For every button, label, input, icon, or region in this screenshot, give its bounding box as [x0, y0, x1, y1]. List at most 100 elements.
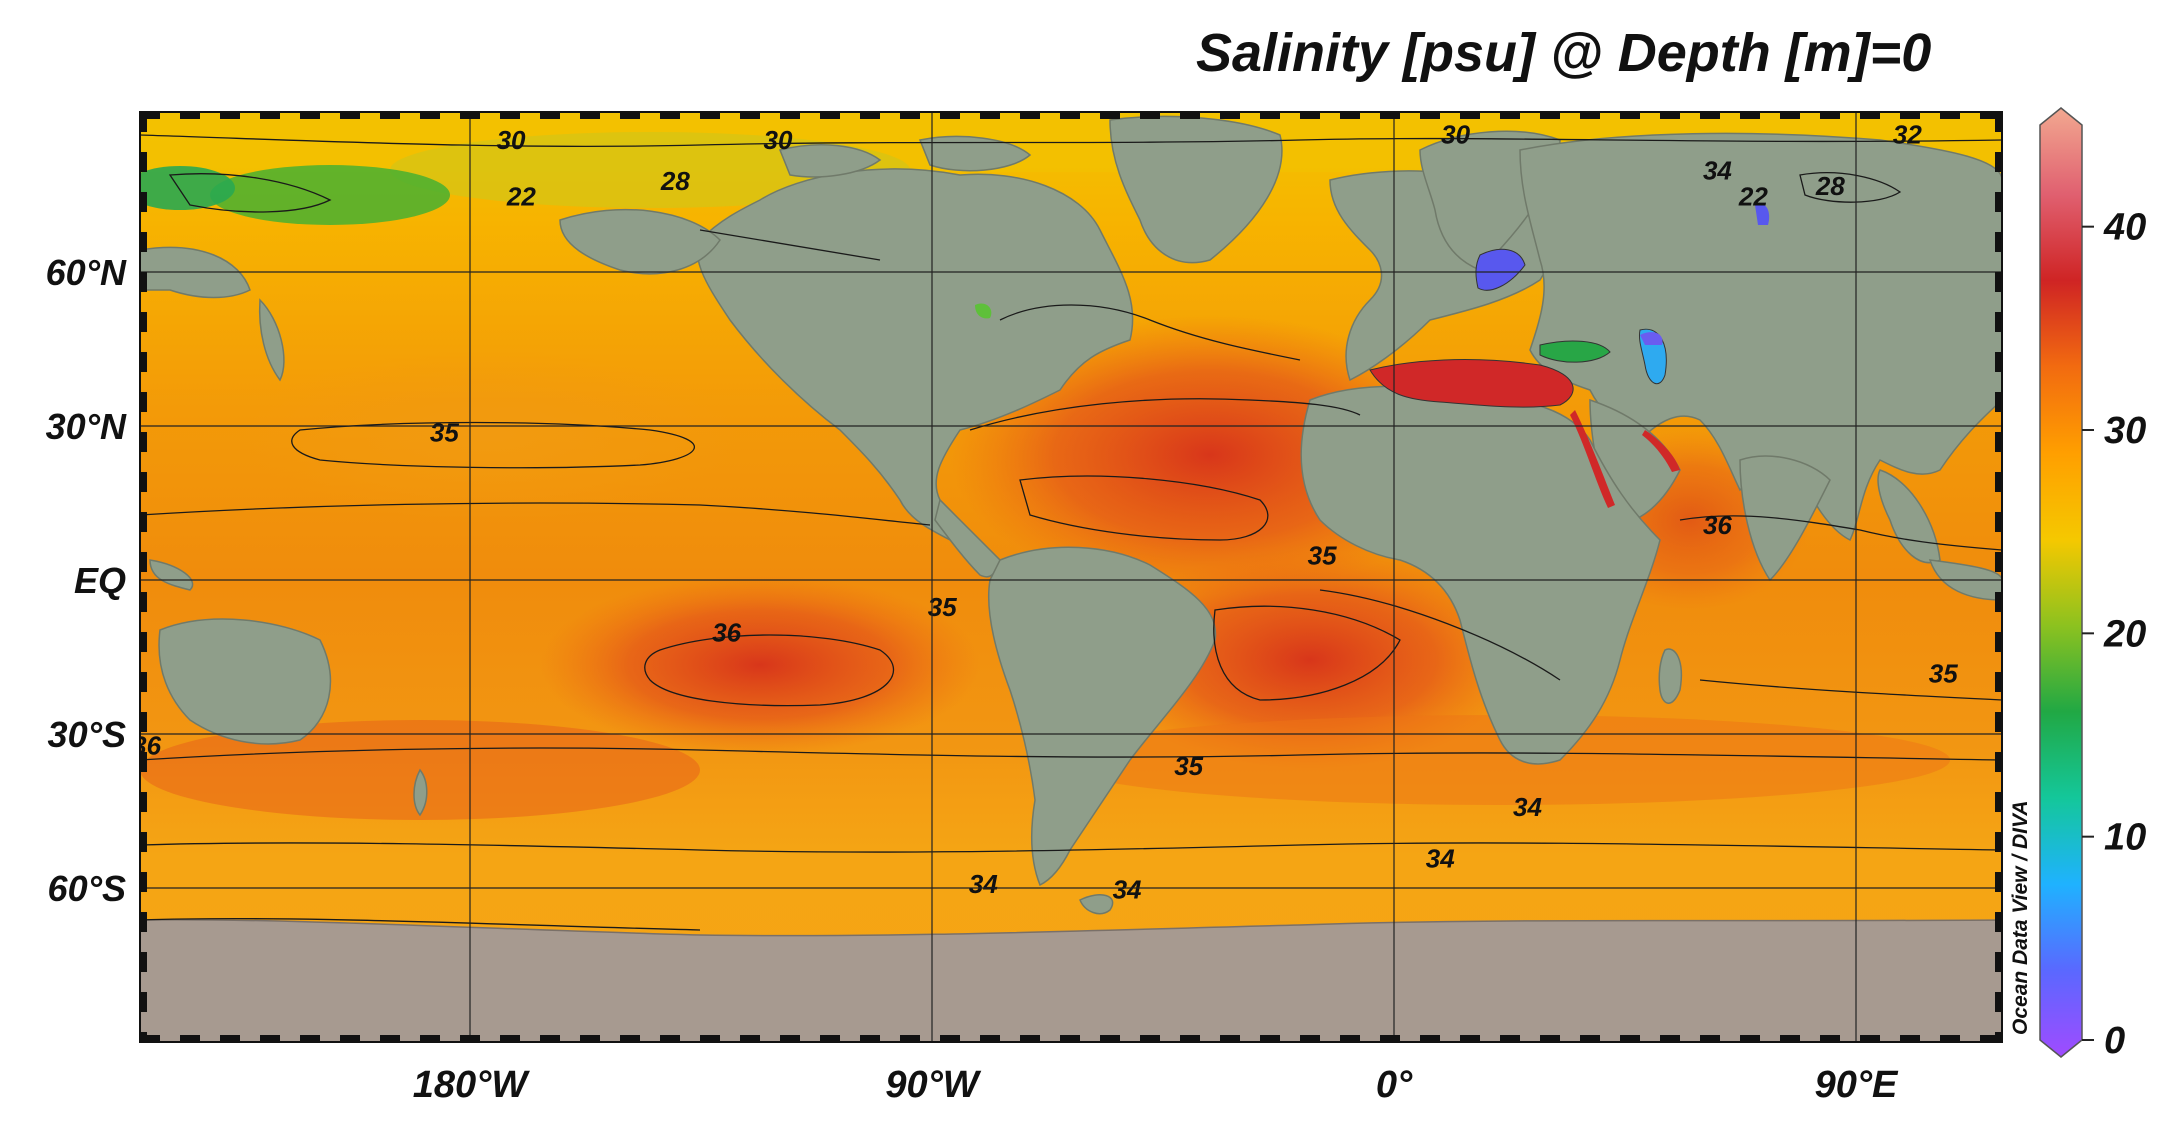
border-tick	[1940, 112, 1960, 119]
colorbar: 0 10 20 30 40	[2039, 107, 2146, 1062]
border-tick	[460, 112, 480, 119]
contour-label: 34	[1426, 843, 1455, 873]
border-tick	[860, 1035, 880, 1042]
contour-label: 28	[1815, 171, 1845, 201]
lat-label-eq: EQ	[74, 560, 126, 601]
border-tick	[1780, 1035, 1800, 1042]
baltic-sea	[1475, 248, 1526, 291]
border-tick	[1740, 112, 1760, 119]
contour-label: 34	[1113, 874, 1142, 904]
border-tick	[140, 472, 147, 492]
border-tick	[1995, 192, 2002, 212]
border-tick	[1260, 1035, 1280, 1042]
lat-label-60n: 60°N	[46, 252, 127, 293]
border-tick	[540, 112, 560, 119]
border-tick	[900, 1035, 920, 1042]
greenland	[1109, 115, 1283, 264]
antarctica	[140, 919, 2002, 1042]
border-tick	[1020, 112, 1040, 119]
border-tick	[820, 1035, 840, 1042]
border-tick	[1980, 112, 2000, 119]
border-tick	[1995, 752, 2002, 772]
border-tick	[1660, 112, 1680, 119]
colorbar-ticks: 0 10 20 30 40	[2082, 207, 2146, 1062]
border-tick	[1995, 592, 2002, 612]
border-tick	[780, 1035, 800, 1042]
border-tick	[780, 112, 800, 119]
lat-label-60s: 60°S	[48, 868, 126, 909]
border-tick	[1995, 912, 2002, 932]
border-tick	[1900, 112, 1920, 119]
border-tick	[140, 272, 147, 292]
border-tick	[1500, 1035, 1520, 1042]
mediterranean-sea	[1369, 359, 1574, 408]
border-tick	[1540, 112, 1560, 119]
contour-label: 30	[764, 125, 793, 155]
border-tick	[1995, 232, 2002, 252]
border-tick	[420, 112, 440, 119]
contour-label: 35	[1929, 659, 1958, 689]
border-tick	[1995, 632, 2002, 652]
border-tick	[1980, 1035, 2000, 1042]
border-tick	[740, 1035, 760, 1042]
contour-label: 34	[1703, 156, 1732, 186]
longitude-labels: 180°W 90°W 0° 90°E	[413, 1064, 1899, 1106]
border-tick	[140, 1035, 160, 1042]
border-tick	[1220, 1035, 1240, 1042]
north-america	[696, 168, 1134, 546]
madagascar	[1658, 648, 1682, 704]
colorbar-tick-label: 30	[2104, 410, 2146, 452]
border-tick	[1580, 112, 1600, 119]
lat-label-30s: 30°S	[48, 714, 126, 755]
contour-label: 28	[660, 166, 690, 196]
india	[1739, 455, 1831, 582]
border-tick	[1995, 112, 2002, 132]
contour-label: 34	[1513, 792, 1542, 822]
border-tick	[500, 1035, 520, 1042]
lon-label-0: 0°	[1376, 1064, 1413, 1106]
border-tick	[420, 1035, 440, 1042]
border-tick	[140, 112, 147, 132]
border-tick	[140, 992, 147, 1012]
border-tick	[1860, 112, 1880, 119]
border-tick	[1460, 1035, 1480, 1042]
colorbar-tick-label: 20	[2103, 613, 2146, 655]
border-tick	[140, 432, 147, 452]
border-tick	[340, 1035, 360, 1042]
contour-label: 30	[497, 125, 526, 155]
border-tick	[1995, 472, 2002, 492]
border-tick	[1540, 1035, 1560, 1042]
border-tick	[140, 1032, 147, 1042]
border-tick	[660, 1035, 680, 1042]
border-tick	[1420, 112, 1440, 119]
border-tick	[260, 112, 280, 119]
border-tick	[1900, 1035, 1920, 1042]
border-tick	[1460, 112, 1480, 119]
border-tick	[300, 1035, 320, 1042]
contour-label: 35	[430, 417, 459, 447]
border-tick	[140, 952, 147, 972]
border-tick	[1860, 1035, 1880, 1042]
border-tick	[700, 1035, 720, 1042]
border-tick	[1995, 712, 2002, 732]
border-tick	[1995, 312, 2002, 332]
border-tick	[140, 792, 147, 812]
border-tick	[220, 112, 240, 119]
lon-label-90e: 90°E	[1815, 1064, 1899, 1106]
border-tick	[1580, 1035, 1600, 1042]
contour-label: 36	[712, 618, 741, 648]
border-tick	[900, 112, 920, 119]
border-tick	[1820, 112, 1840, 119]
border-tick	[580, 1035, 600, 1042]
border-tick	[1995, 272, 2002, 292]
border-tick	[180, 112, 200, 119]
border-tick	[1340, 112, 1360, 119]
border-tick	[1820, 1035, 1840, 1042]
border-tick	[1300, 112, 1320, 119]
border-tick	[1500, 112, 1520, 119]
border-tick	[1180, 112, 1200, 119]
border-tick	[1995, 512, 2002, 532]
border-tick	[1260, 112, 1280, 119]
border-tick	[1060, 1035, 1080, 1042]
